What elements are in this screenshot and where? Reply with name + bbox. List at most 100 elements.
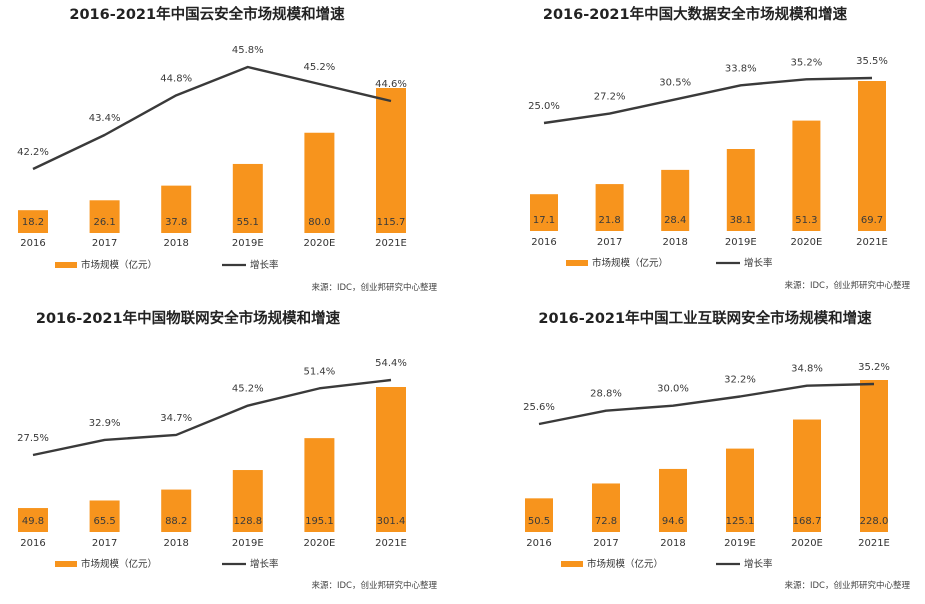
legend-bar-swatch (566, 260, 588, 266)
growth-rate-label: 25.0% (528, 101, 560, 112)
x-tick-label: 2018 (660, 538, 685, 549)
bar-value-label: 128.8 (233, 516, 262, 527)
bar (161, 489, 192, 532)
bar-value-label: 80.0 (308, 217, 330, 228)
bar (792, 120, 821, 231)
bar-value-label: 51.3 (795, 215, 817, 226)
x-tick-label: 2019E (724, 538, 756, 549)
growth-rate-label: 51.4% (304, 366, 336, 377)
legend-bar-label: 市场规模（亿元） (592, 257, 668, 269)
bar (525, 498, 553, 532)
growth-rate-label: 54.4% (375, 358, 407, 369)
bar (232, 163, 263, 233)
chart-panel: 2016-2021年中国云安全市场规模和增速 18.2 26.1 37.8 55.1 80… (17, 5, 437, 293)
bar-value-label: 69.7 (861, 215, 883, 226)
x-tick-label: 2017 (92, 538, 117, 549)
bar-value-label: 55.1 (237, 217, 259, 228)
bar-value-label: 228.0 (860, 516, 889, 527)
x-tick-label: 2021E (858, 538, 890, 549)
x-tick-label: 2020E (304, 238, 336, 249)
growth-rate-label: 32.2% (724, 375, 756, 386)
growth-rate-label: 45.8% (232, 45, 264, 56)
growth-line (538, 382, 875, 426)
chart-title: 2016-2021年中国物联网安全市场规模和增速 (36, 309, 341, 327)
legend-line-label: 增长率 (744, 257, 773, 269)
growth-rate-label: 28.8% (590, 389, 622, 400)
bar-value-label: 50.5 (528, 516, 550, 527)
growth-rate-label: 27.5% (17, 433, 49, 444)
bar-value-label: 21.8 (598, 215, 620, 226)
bar-value-label: 94.6 (662, 516, 684, 527)
growth-rate-label: 45.2% (232, 384, 264, 395)
bar-value-label: 18.2 (22, 217, 44, 228)
x-tick-label: 2017 (597, 237, 622, 248)
bar-value-label: 26.1 (93, 217, 115, 228)
bar-value-label: 37.8 (165, 217, 187, 228)
bar (858, 81, 886, 231)
bar (592, 483, 620, 532)
chart-panel: 2016-2021年中国工业互联网安全市场规模和增速 50.5 72.8 94.6 12… (523, 309, 910, 591)
growth-rate-label: 42.2% (17, 147, 49, 158)
x-tick-label: 2020E (791, 538, 823, 549)
legend-bar-swatch (55, 262, 77, 268)
bar-value-label: 301.4 (377, 516, 406, 527)
bar (595, 184, 624, 231)
source-note: 来源：IDC，创业邦研究中心整理 (785, 580, 911, 591)
bar-value-label: 88.2 (165, 516, 187, 527)
bar-value-label: 125.1 (726, 516, 755, 527)
x-tick-label: 2020E (791, 237, 823, 248)
growth-rate-label: 25.6% (523, 402, 555, 413)
bar-value-label: 28.4 (664, 215, 686, 226)
x-tick-label: 2021E (375, 238, 407, 249)
bar (793, 419, 821, 532)
growth-rate-label: 30.5% (659, 77, 691, 88)
x-tick-label: 2018 (163, 238, 188, 249)
x-tick-label: 2017 (92, 238, 117, 249)
legend-bar-swatch (561, 561, 583, 567)
x-tick-label: 2021E (375, 538, 407, 549)
bar (304, 438, 335, 532)
bar (18, 210, 48, 233)
bar (18, 508, 48, 532)
source-note: 来源：IDC，创业邦研究中心整理 (785, 280, 911, 291)
legend-bar-label: 市场规模（亿元） (81, 558, 157, 570)
chart-panel: 2016-2021年中国物联网安全市场规模和增速 49.8 65.5 88.2 128.… (17, 309, 437, 591)
legend-bar-label: 市场规模（亿元） (587, 558, 663, 570)
growth-rate-label: 35.2% (858, 362, 890, 373)
bar (161, 185, 192, 233)
growth-rate-label: 34.7% (160, 413, 192, 424)
growth-rate-label: 45.2% (304, 62, 336, 73)
x-tick-label: 2016 (20, 238, 45, 249)
x-tick-label: 2016 (20, 538, 45, 549)
growth-rate-label: 35.2% (791, 57, 823, 68)
legend-line-label: 增长率 (250, 259, 279, 271)
x-tick-label: 2019E (725, 237, 757, 248)
bar (304, 132, 335, 233)
legend-bar-swatch (55, 561, 77, 567)
bar-value-label: 17.1 (533, 215, 555, 226)
source-note: 来源：IDC，创业邦研究中心整理 (312, 282, 438, 293)
chart-title: 2016-2021年中国云安全市场规模和增速 (69, 5, 345, 23)
bar-value-label: 115.7 (377, 217, 406, 228)
x-tick-label: 2018 (163, 538, 188, 549)
bar-value-label: 195.1 (305, 516, 334, 527)
bar (530, 194, 558, 231)
bar-value-label: 168.7 (793, 516, 822, 527)
legend-line-label: 增长率 (250, 558, 279, 570)
x-tick-label: 2020E (304, 538, 336, 549)
x-tick-label: 2016 (531, 237, 556, 248)
chart-title: 2016-2021年中国大数据安全市场规模和增速 (543, 5, 848, 23)
bar-value-label: 38.1 (730, 215, 752, 226)
growth-rate-label: 44.8% (160, 73, 192, 84)
x-tick-label: 2019E (232, 538, 264, 549)
bar (376, 88, 406, 233)
bar (860, 380, 888, 532)
x-tick-label: 2016 (526, 538, 551, 549)
growth-line (543, 76, 873, 125)
growth-line (32, 65, 392, 171)
growth-line (32, 378, 392, 457)
growth-rate-label: 30.0% (657, 384, 689, 395)
bar-value-label: 72.8 (595, 516, 617, 527)
